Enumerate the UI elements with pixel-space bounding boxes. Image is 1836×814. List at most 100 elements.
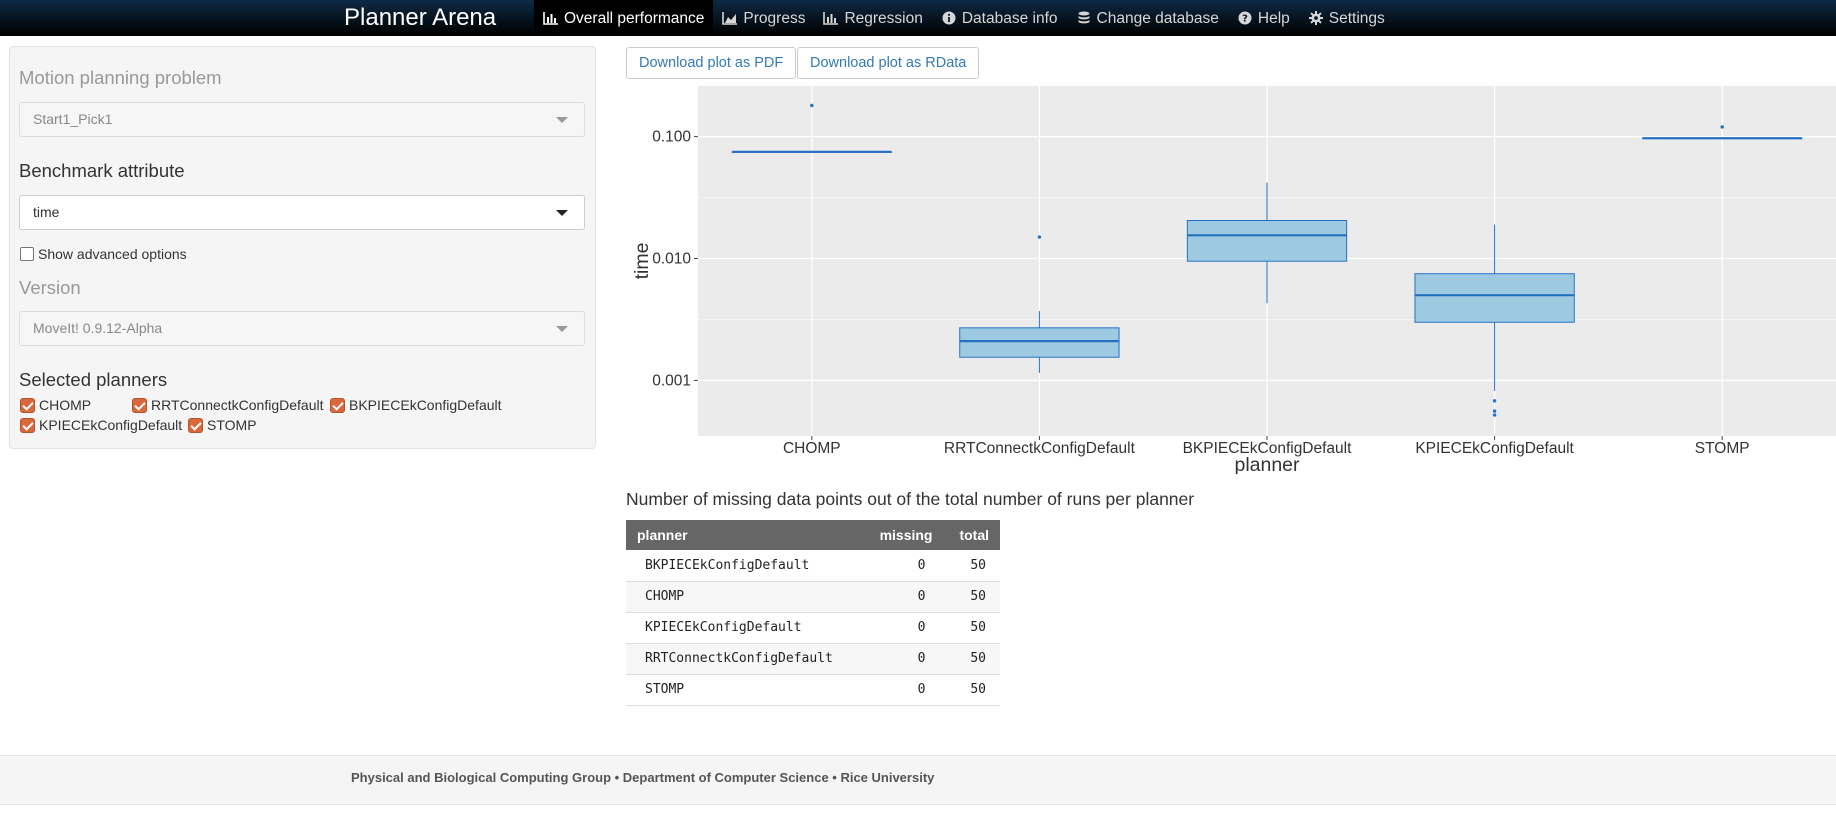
planners-label: Selected planners <box>19 369 168 390</box>
nav-label: Progress <box>743 9 806 27</box>
problem-value: Start1_Pick1 <box>33 111 113 127</box>
nav-database-info[interactable]: Database info <box>932 0 1067 36</box>
planner-checkbox-bkpiece[interactable]: BKPIECEkConfigDefault <box>330 397 502 413</box>
cell-planner: KPIECEkConfigDefault <box>626 612 862 644</box>
box-RRTConnectkConfigDefault <box>959 327 1120 358</box>
cell-missing: 0 <box>861 550 944 582</box>
checkbox-checked[interactable] <box>20 397 35 413</box>
nav-overall-performance[interactable]: Overall performance <box>534 0 714 36</box>
attribute-label: Benchmark attribute <box>19 160 185 181</box>
nav-label: Settings <box>1328 9 1385 27</box>
y-tick-label: 0.010 <box>652 251 691 268</box>
chevron-down-icon <box>556 117 568 123</box>
attribute-value: time <box>33 204 60 220</box>
page-footer: Physical and Biological Computing Group … <box>0 755 1836 805</box>
planner-checkbox-kpiece[interactable]: KPIECEkConfigDefault <box>20 417 188 433</box>
problem-label: Motion planning problem <box>19 67 222 88</box>
x-tick-label: RRTConnectkConfigDefault <box>944 440 1136 457</box>
advanced-options-label: Show advanced options <box>38 246 187 262</box>
nav-regression[interactable]: Regression <box>814 0 931 36</box>
planner-checkbox-chomp[interactable]: CHOMP <box>20 397 132 413</box>
y-tick-label: 0.100 <box>652 129 691 146</box>
attribute-select[interactable]: time <box>19 195 585 230</box>
x-tick-label: CHOMP <box>783 440 841 457</box>
top-navbar: Planner Arena Overall performance Progre… <box>0 0 1836 36</box>
cell-total: 50 <box>943 643 1000 675</box>
nav-label: Help <box>1257 9 1290 27</box>
nav-settings[interactable]: Settings <box>1299 0 1394 36</box>
cell-planner: STOMP <box>626 674 862 706</box>
bar-chart-icon <box>543 10 559 26</box>
outlier-point <box>1720 125 1724 129</box>
problem-select: Start1_Pick1 <box>19 102 585 137</box>
boxplot-svg: 0.100 0.010 0.001 CHOMP RRTConnectkConfigDef… <box>631 86 1836 474</box>
info-circle-icon <box>941 10 957 26</box>
nav-label: Overall performance <box>564 9 705 27</box>
outlier-point <box>810 103 814 108</box>
column-header-planner[interactable]: planner <box>626 520 862 550</box>
planner-label: KPIECEkConfigDefault <box>39 417 183 433</box>
database-icon <box>1076 10 1092 26</box>
boxplot-chart: 0.100 0.010 0.001 CHOMP RRTConnectkConfigDef… <box>626 86 1836 474</box>
download-pdf-button[interactable]: Download plot as PDF <box>626 47 797 79</box>
cell-planner: CHOMP <box>626 581 862 613</box>
table-row: BKPIECEkConfigDefault 0 50 <box>626 550 1000 582</box>
cell-missing: 0 <box>861 674 944 706</box>
gear-icon <box>1308 10 1324 26</box>
advanced-options-toggle[interactable]: Show advanced options <box>20 246 187 262</box>
outlier-point <box>1492 409 1497 413</box>
planner-label: CHOMP <box>39 397 92 413</box>
advanced-options-checkbox[interactable] <box>20 247 34 261</box>
download-rdata-button[interactable]: Download plot as RData <box>797 47 980 79</box>
nav-help[interactable]: ? Help <box>1228 0 1299 36</box>
planner-checkbox-stomp[interactable]: STOMP <box>188 417 257 433</box>
planner-checkbox-rrtconnect[interactable]: RRTConnectkConfigDefault <box>132 397 330 413</box>
box-KPIECEkConfigDefault <box>1414 273 1575 323</box>
planner-label: BKPIECEkConfigDefault <box>349 397 502 413</box>
missing-data-table: planner missing total BKPIECEkConfigDefa… <box>626 520 1000 706</box>
chevron-down-icon <box>556 326 568 332</box>
cell-planner: BKPIECEkConfigDefault <box>626 550 862 582</box>
checkbox-checked[interactable] <box>20 417 35 433</box>
planner-label: RRTConnectkConfigDefault <box>151 397 324 413</box>
outlier-point <box>1492 413 1497 417</box>
planner-label: STOMP <box>207 417 257 433</box>
cell-total: 50 <box>943 612 1000 644</box>
table-row: STOMP 0 50 <box>626 674 1000 706</box>
table-row: CHOMP 0 50 <box>626 581 1000 613</box>
cell-planner: RRTConnectkConfigDefault <box>626 643 862 675</box>
cell-missing: 0 <box>861 612 944 644</box>
area-chart-icon <box>722 10 738 26</box>
column-header-total[interactable]: total <box>943 520 1000 550</box>
sidebar-panel: Motion planning problem Start1_Pick1 Ben… <box>9 46 596 449</box>
x-tick-label: KPIECEkConfigDefault <box>1415 440 1574 457</box>
nav-label: Change database <box>1096 9 1219 27</box>
nav-change-database[interactable]: Change database <box>1067 0 1228 36</box>
cell-total: 50 <box>943 581 1000 613</box>
brand-title[interactable]: Planner Arena <box>344 4 497 31</box>
outlier-point <box>1492 399 1497 403</box>
table-row: KPIECEkConfigDefault 0 50 <box>626 612 1000 644</box>
footer-text: Physical and Biological Computing Group … <box>351 770 935 785</box>
x-axis-title: planner <box>1234 454 1300 474</box>
column-header-missing[interactable]: missing <box>861 520 944 550</box>
version-value: MoveIt! 0.9.12-Alpha <box>33 320 163 336</box>
checkbox-checked[interactable] <box>330 397 345 413</box>
planner-checkbox-row: CHOMP RRTConnectkConfigDefault BKPIECEkC… <box>20 395 502 415</box>
cell-total: 50 <box>943 550 1000 582</box>
version-label: Version <box>19 277 81 298</box>
chevron-down-icon <box>556 210 568 216</box>
version-select: MoveIt! 0.9.12-Alpha <box>19 311 585 346</box>
cell-missing: 0 <box>861 581 944 613</box>
question-circle-icon: ? <box>1237 10 1253 26</box>
nav-label: Regression <box>844 9 923 27</box>
nav-progress[interactable]: Progress <box>713 0 814 36</box>
planner-checkbox-row: KPIECEkConfigDefault STOMP <box>20 415 257 435</box>
nav-menu: Overall performance Progress Regression … <box>534 0 1394 36</box>
outlier-point <box>1037 235 1042 239</box>
y-tick-label: 0.001 <box>652 372 691 389</box>
cell-total: 50 <box>943 674 1000 706</box>
checkbox-checked[interactable] <box>188 417 203 433</box>
svg-text:?: ? <box>1242 14 1248 25</box>
checkbox-checked[interactable] <box>132 397 147 413</box>
